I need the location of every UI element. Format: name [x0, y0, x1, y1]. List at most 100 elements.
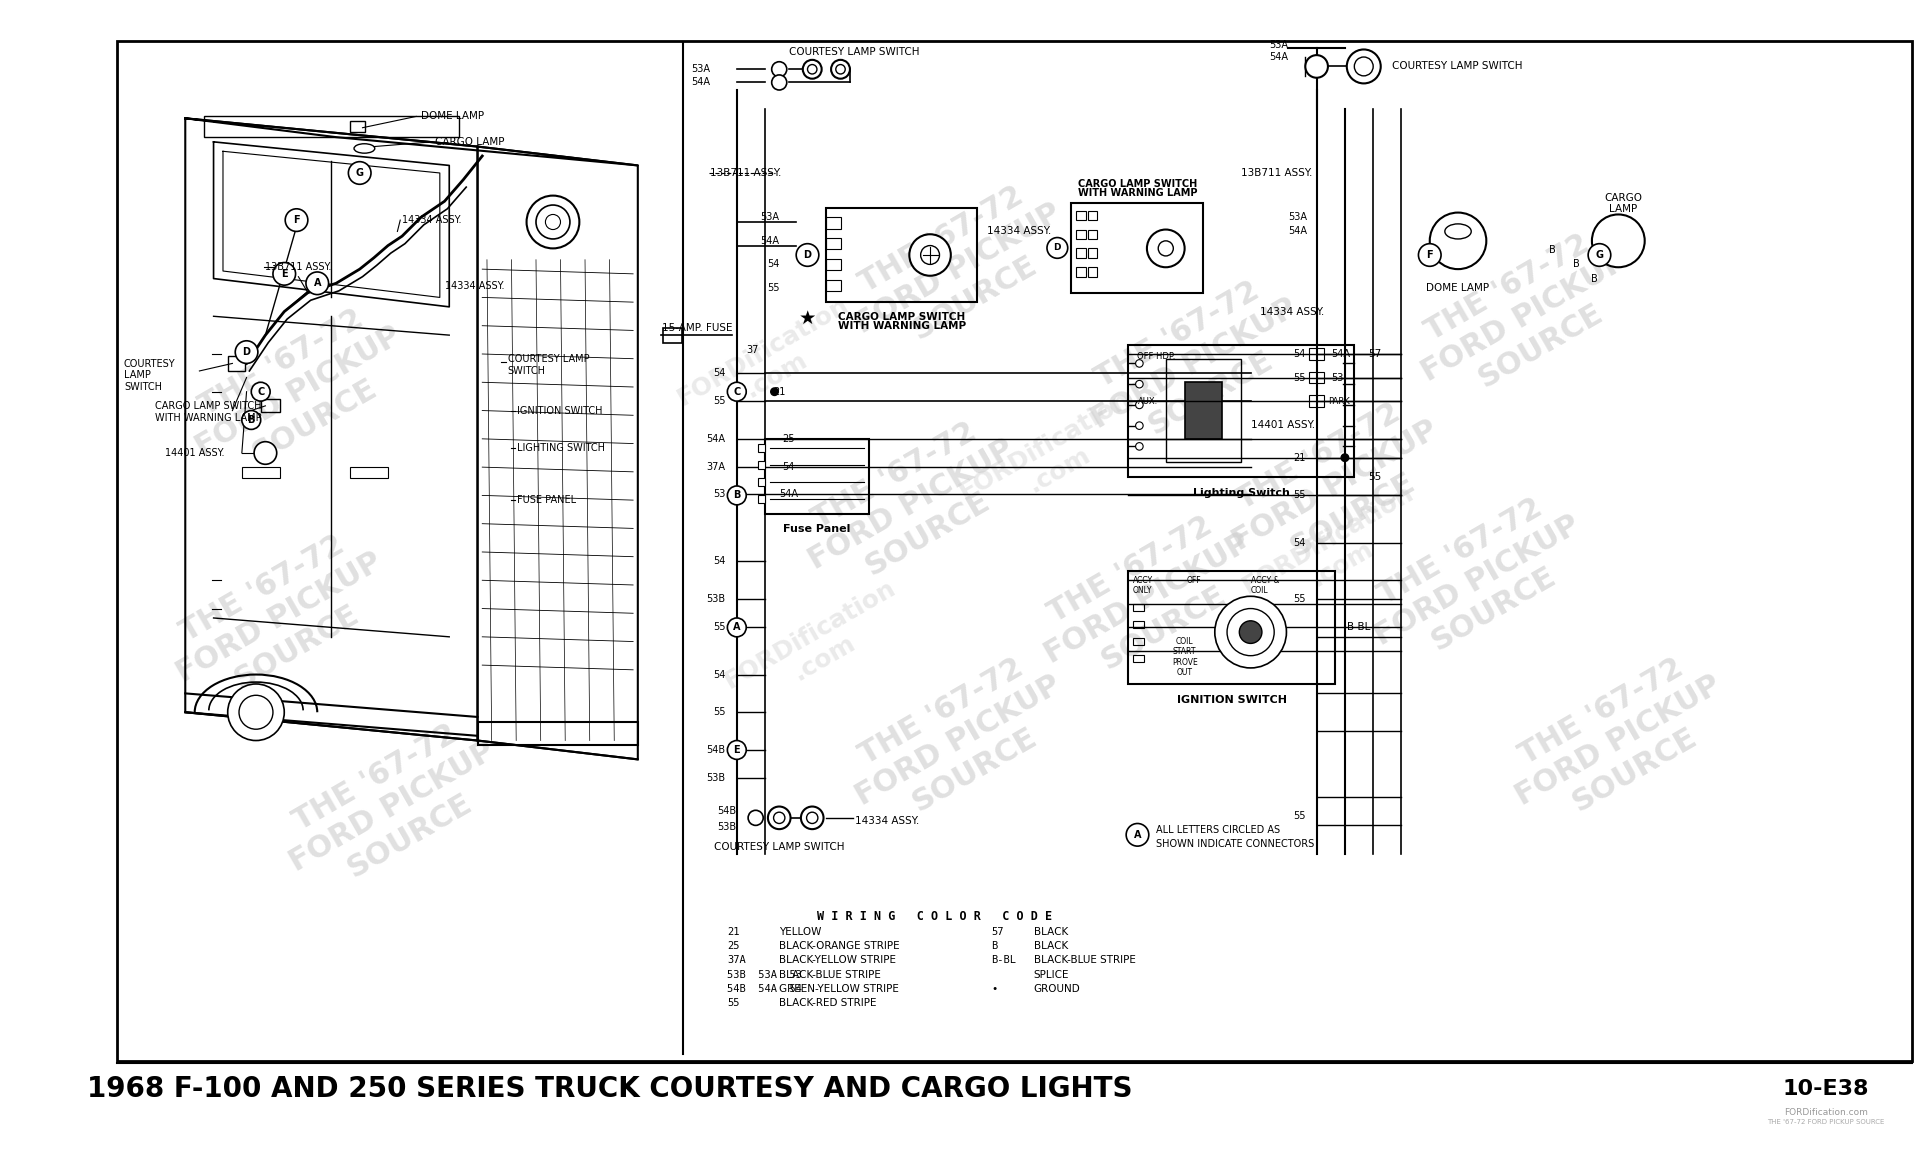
Bar	[758, 496, 764, 503]
Text: 55: 55	[728, 998, 739, 1008]
Text: BLACK-YELLOW STRIPE: BLACK-YELLOW STRIPE	[780, 955, 897, 966]
Text: GROUND: GROUND	[1033, 984, 1081, 994]
Text: THE '67-72
FORD PICKUP
SOURCE: THE '67-72 FORD PICKUP SOURCE	[1494, 641, 1743, 841]
Text: 54A: 54A	[1269, 51, 1288, 62]
Text: 54: 54	[1292, 538, 1306, 547]
Text: FORDification
.com: FORDification .com	[1238, 482, 1432, 623]
Text: THE '67-72
FORD PICKUP
SOURCE: THE '67-72 FORD PICKUP SOURCE	[1069, 264, 1319, 463]
Text: 53A: 53A	[1269, 40, 1288, 50]
Circle shape	[545, 214, 561, 229]
Circle shape	[1342, 454, 1348, 462]
Text: SPLICE: SPLICE	[1033, 969, 1069, 980]
Circle shape	[774, 812, 785, 823]
Circle shape	[922, 245, 939, 264]
Bar	[1087, 248, 1096, 258]
Text: 57: 57	[991, 927, 1004, 938]
Text: D: D	[242, 347, 250, 357]
Bar	[349, 468, 388, 478]
Text: D: D	[1054, 243, 1062, 253]
Bar	[228, 355, 244, 371]
Circle shape	[801, 807, 824, 829]
Text: THE '67-72
FORD PICKUP
SOURCE: THE '67-72 FORD PICKUP SOURCE	[156, 518, 403, 718]
Text: 15-AMP. FUSE: 15-AMP. FUSE	[662, 323, 732, 333]
Text: 14334 ASSY.: 14334 ASSY.	[1260, 306, 1325, 317]
Bar	[242, 468, 280, 478]
Text: B: B	[1592, 274, 1597, 284]
Bar	[1165, 359, 1240, 463]
Circle shape	[768, 807, 791, 829]
Text: IGNITION SWITCH: IGNITION SWITCH	[516, 406, 603, 415]
Text: B: B	[248, 415, 255, 426]
Circle shape	[772, 62, 787, 77]
Text: B-BL: B-BL	[991, 955, 1016, 966]
Text: B: B	[1549, 245, 1555, 255]
Text: D: D	[803, 250, 812, 260]
Text: Fuse Panel: Fuse Panel	[783, 524, 851, 534]
Circle shape	[749, 810, 764, 825]
Text: 54B: 54B	[718, 807, 737, 816]
Bar	[1129, 570, 1336, 684]
Bar	[826, 258, 841, 270]
Text: OFF HDP.: OFF HDP.	[1137, 352, 1175, 361]
Text: C: C	[733, 387, 741, 396]
Text: 13B711 ASSY.: 13B711 ASSY.	[1240, 168, 1313, 178]
Text: THE '67-72
FORD PICKUP
SOURCE: THE '67-72 FORD PICKUP SOURCE	[833, 170, 1083, 368]
Text: 25: 25	[783, 434, 795, 444]
Text: 53A: 53A	[760, 213, 780, 222]
Circle shape	[348, 161, 371, 185]
Bar	[662, 327, 682, 343]
Text: 54: 54	[712, 670, 726, 679]
Text: LIGHTING SWITCH: LIGHTING SWITCH	[516, 443, 605, 454]
Text: GREEN-YELLOW STRIPE: GREEN-YELLOW STRIPE	[780, 984, 899, 994]
Text: B-BL: B-BL	[1346, 622, 1371, 632]
Text: G: G	[1596, 250, 1603, 260]
Circle shape	[797, 243, 818, 267]
Text: ALL LETTERS CIRCLED AS: ALL LETTERS CIRCLED AS	[1156, 825, 1281, 836]
Text: ★: ★	[799, 309, 816, 327]
Bar	[826, 217, 841, 229]
Text: THE '67-72
FORD PICKUP
SOURCE: THE '67-72 FORD PICKUP SOURCE	[269, 707, 516, 906]
Text: LAMP: LAMP	[1609, 205, 1638, 214]
Text: E: E	[733, 745, 739, 755]
Text: FORDification
.com: FORDification .com	[672, 292, 866, 435]
Text: 37A: 37A	[707, 462, 726, 472]
Text: 10-E38: 10-E38	[1782, 1079, 1868, 1099]
Text: YELLOW: YELLOW	[780, 927, 822, 938]
Ellipse shape	[1446, 224, 1471, 238]
Text: 54: 54	[1292, 350, 1306, 359]
Text: 14334 ASSY.: 14334 ASSY.	[854, 816, 920, 825]
Text: 55: 55	[712, 396, 726, 406]
Circle shape	[806, 812, 818, 823]
Circle shape	[728, 740, 747, 760]
Text: 25: 25	[728, 941, 739, 952]
Text: PARK: PARK	[1329, 396, 1350, 406]
Text: 53B: 53B	[707, 594, 726, 604]
Bar	[758, 478, 764, 486]
Circle shape	[803, 60, 822, 78]
Text: 54: 54	[766, 260, 780, 269]
Text: FORDification.com: FORDification.com	[1784, 1108, 1868, 1118]
Text: 53A: 53A	[1288, 213, 1308, 222]
Text: COURTESY LAMP SWITCH: COURTESY LAMP SWITCH	[1392, 62, 1523, 71]
Bar	[261, 400, 280, 413]
Text: 14334 ASSY.: 14334 ASSY.	[401, 215, 461, 226]
Text: CARGO LAMP SWITCH: CARGO LAMP SWITCH	[1077, 179, 1196, 189]
Bar	[1309, 348, 1325, 360]
Text: 14334 ASSY.: 14334 ASSY.	[445, 281, 505, 291]
Circle shape	[526, 195, 580, 248]
Text: 53B: 53B	[707, 773, 726, 783]
Bar	[1133, 655, 1144, 663]
Bar	[478, 721, 637, 746]
Circle shape	[1306, 55, 1329, 78]
Text: 54A: 54A	[780, 489, 799, 498]
Text: BLACK-RED STRIPE: BLACK-RED STRIPE	[780, 998, 877, 1008]
Text: ACCY &
COIL: ACCY & COIL	[1250, 575, 1279, 595]
Text: DOME LAMP: DOME LAMP	[1427, 283, 1490, 293]
Text: 55: 55	[1292, 491, 1306, 500]
Text: 55: 55	[1292, 594, 1306, 604]
Ellipse shape	[353, 144, 374, 153]
Text: OFF: OFF	[1187, 575, 1202, 584]
Text: CARGO LAMP SWITCH: CARGO LAMP SWITCH	[839, 312, 966, 321]
Circle shape	[1238, 621, 1261, 643]
Text: 54A: 54A	[1288, 227, 1308, 236]
